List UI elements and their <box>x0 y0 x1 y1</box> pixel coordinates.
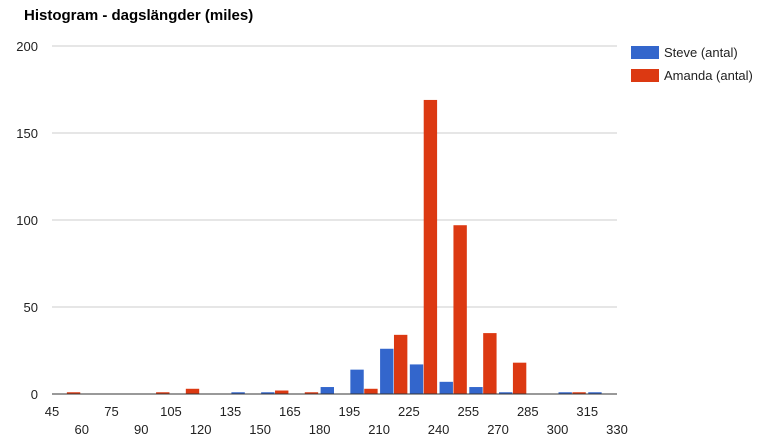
axes: 0 50 100 150 200 45 60 75 90 105 120 135 150 165 180 19… <box>16 39 628 437</box>
y-tick-label: 50 <box>24 300 38 315</box>
chart-title: Histogram - dagslängder (miles) <box>24 7 254 24</box>
legend-swatch <box>631 46 659 59</box>
bars <box>66 99 602 394</box>
legend: Steve (antal) Amanda (antal) <box>631 45 753 83</box>
bar-steve <box>439 381 453 394</box>
x-tick-label: 165 <box>279 404 301 419</box>
grid-lines <box>52 45 617 308</box>
bar-steve <box>380 348 394 394</box>
legend-label: Amanda (antal) <box>664 68 753 83</box>
bar-steve <box>499 392 513 394</box>
bar-amanda <box>185 388 200 394</box>
bar-amanda <box>483 333 497 394</box>
bar-steve <box>588 392 602 394</box>
x-tick-label: 315 <box>576 404 598 419</box>
bar-amanda <box>304 392 319 394</box>
bar-steve <box>231 392 245 394</box>
x-tick-label: 330 <box>606 422 628 437</box>
x-tick-label: 285 <box>517 404 539 419</box>
legend-label: Steve (antal) <box>664 45 738 60</box>
x-tick-label: 105 <box>160 404 182 419</box>
bar-steve <box>350 369 364 394</box>
x-tick-label: 150 <box>249 422 271 437</box>
x-tick-label: 180 <box>309 422 331 437</box>
bar-amanda <box>423 99 438 394</box>
bar-amanda <box>453 225 467 394</box>
bar-steve <box>320 387 334 394</box>
x-tick-label: 195 <box>339 404 361 419</box>
bar-steve <box>409 364 424 394</box>
bar-amanda <box>572 392 586 394</box>
bar-amanda <box>275 390 289 394</box>
x-tick-label: 255 <box>457 404 479 419</box>
x-tick-label: 270 <box>487 422 509 437</box>
y-tick-label: 150 <box>16 126 38 141</box>
bar-amanda <box>393 334 408 394</box>
bar-amanda <box>156 392 170 394</box>
legend-swatch <box>631 69 659 82</box>
bar-steve <box>558 392 572 394</box>
y-tick-label: 0 <box>31 387 38 402</box>
x-tick-label: 240 <box>428 422 450 437</box>
bar-steve <box>261 392 275 394</box>
x-tick-label: 90 <box>134 422 148 437</box>
x-tick-label: 120 <box>190 422 212 437</box>
y-tick-label: 200 <box>16 39 38 54</box>
bar-amanda <box>66 392 81 394</box>
x-tick-label: 300 <box>547 422 569 437</box>
bar-amanda <box>364 388 378 394</box>
x-tick-label: 210 <box>368 422 390 437</box>
bar-steve <box>469 387 483 394</box>
x-tick-label: 75 <box>104 404 118 419</box>
x-tick-label: 225 <box>398 404 420 419</box>
bar-amanda <box>512 362 527 394</box>
y-tick-label: 100 <box>16 213 38 228</box>
x-tick-label: 135 <box>220 404 242 419</box>
x-tick-label: 45 <box>45 404 59 419</box>
x-tick-label: 60 <box>75 422 89 437</box>
